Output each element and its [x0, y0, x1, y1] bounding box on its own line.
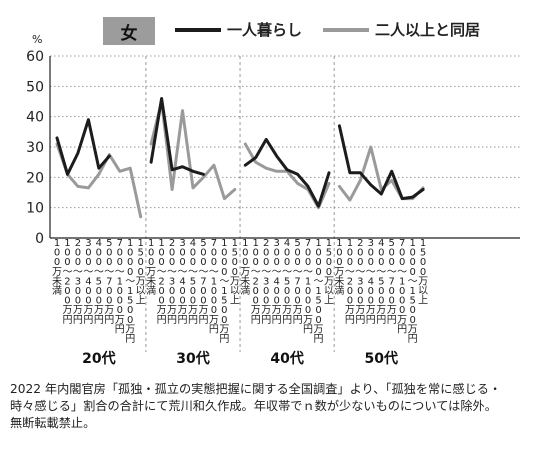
x-tick-label: 1 0 0 ～ 2 0 0 万円	[251, 238, 261, 326]
x-tick-label: 1 0 0 ～ 2 0 0 万円	[157, 238, 167, 326]
x-tick-label: 4 0 0 ～ 5 0 0 万円	[94, 238, 104, 326]
x-tick-label: 2 0 0 ～ 3 0 0 万円	[355, 238, 365, 326]
x-tick-label: 4 0 0 ～ 5 0 0 万円	[282, 238, 292, 326]
y-tick-label: 50	[26, 79, 44, 95]
x-tick-label: 3 0 0 ～ 4 0 0 万円	[272, 238, 282, 326]
series-line-1	[55, 118, 111, 176]
panel-label: 40代	[270, 350, 303, 367]
legend-entry-series-2: 二人以上と同居	[323, 19, 480, 40]
series-line-2	[55, 142, 143, 219]
x-tick-label: 1 0 0 0 ～ 1 5 0 0 万円	[408, 238, 418, 345]
x-tick-label: 1 5 0 0 万以上	[136, 238, 146, 307]
x-tick-label: 1 5 0 0 万以上	[230, 238, 240, 307]
legend-group-box: 女	[103, 17, 155, 45]
x-tick-label: 5 0 0 ～ 7 0 0 万円	[387, 238, 397, 326]
y-tick-label: 0	[35, 231, 44, 247]
panel-label: 50代	[365, 350, 398, 367]
y-tick-label: 20	[26, 170, 44, 186]
x-tick-label: 5 0 0 ～ 7 0 0 万円	[198, 238, 208, 326]
x-tick-label: 4 0 0 ～ 5 0 0 万円	[188, 238, 198, 326]
x-tick-label: 1 0 0 0 ～ 1 5 0 0 万円	[219, 238, 229, 345]
footnote-line-1: 2022 年内閣官房「孤独・孤立の実態把握に関する全国調査」より、「孤独を常に感…	[10, 382, 502, 396]
x-tick-label: 1 0 0 万未満	[146, 238, 156, 297]
x-tick-label: 2 0 0 ～ 3 0 0 万円	[73, 238, 83, 326]
x-tick-label: 1 0 0 万未満	[52, 238, 62, 297]
legend-swatch-series-1	[175, 27, 221, 32]
x-tick-label: 1 5 0 0 万以上	[324, 238, 334, 307]
x-tick-label: 1 5 0 0 万以上	[418, 238, 428, 307]
y-axis-unit: %	[32, 33, 42, 46]
series-line-1	[243, 137, 331, 208]
x-tick-label: 7 0 0 ～ 1 0 0 0 万円	[209, 238, 219, 335]
legend-label-series-2: 二人以上と同居	[375, 21, 481, 39]
x-tick-label: 4 0 0 ～ 5 0 0 万円	[376, 238, 386, 326]
y-tick-label: 30	[26, 140, 44, 156]
legend-group-label: 女	[120, 23, 138, 44]
x-tick-label: 7 0 0 ～ 1 0 0 0 万円	[115, 238, 125, 335]
x-tick-label: 5 0 0 ～ 7 0 0 万円	[293, 238, 303, 326]
footnote-line-2: 時々感じる」割合の合計にて荒川和久作成。年収帯でｎ数が少ないものについては除外。	[10, 399, 497, 413]
x-tick-label: 2 0 0 ～ 3 0 0 万円	[261, 238, 271, 326]
panel-label: 20代	[82, 350, 115, 367]
y-tick-label: 40	[26, 110, 44, 126]
x-tick-label: 2 0 0 ～ 3 0 0 万円	[167, 238, 177, 326]
legend-entry-series-1: 一人暮らし	[175, 19, 302, 40]
legend-swatch-series-2	[323, 27, 369, 32]
source-footnote: 2022 年内閣官房「孤独・孤立の実態把握に関する全国調査」より、「孤独を常に感…	[10, 381, 545, 432]
x-tick-label: 1 0 0 万未満	[334, 238, 344, 297]
x-tick-label: 5 0 0 ～ 7 0 0 万円	[104, 238, 114, 326]
y-tick-label: 60	[26, 49, 44, 65]
x-tick-label: 1 0 0 万未満	[240, 238, 250, 297]
y-tick-label: 10	[26, 201, 44, 217]
panel-label: 30代	[176, 350, 209, 367]
x-tick-label: 1 0 0 ～ 2 0 0 万円	[345, 238, 355, 326]
x-tick-label: 1 0 0 ～ 2 0 0 万円	[62, 238, 72, 326]
x-tick-label: 1 0 0 0 ～ 1 5 0 0 万円	[314, 238, 324, 345]
footnote-line-3: 無断転載禁止。	[10, 416, 96, 430]
x-tick-label: 3 0 0 ～ 4 0 0 万円	[366, 238, 376, 326]
x-tick-label: 7 0 0 ～ 1 0 0 0 万円	[397, 238, 407, 335]
series-line-1	[149, 97, 205, 176]
x-tick-label: 3 0 0 ～ 4 0 0 万円	[178, 238, 188, 326]
x-tick-label: 3 0 0 ～ 4 0 0 万円	[83, 238, 93, 326]
x-tick-label: 7 0 0 ～ 1 0 0 0 万円	[303, 238, 313, 335]
x-tick-label: 1 0 0 0 ～ 1 5 0 0 万円	[125, 238, 135, 345]
series-line-1	[337, 124, 425, 201]
legend-label-series-1: 一人暮らし	[227, 21, 303, 39]
